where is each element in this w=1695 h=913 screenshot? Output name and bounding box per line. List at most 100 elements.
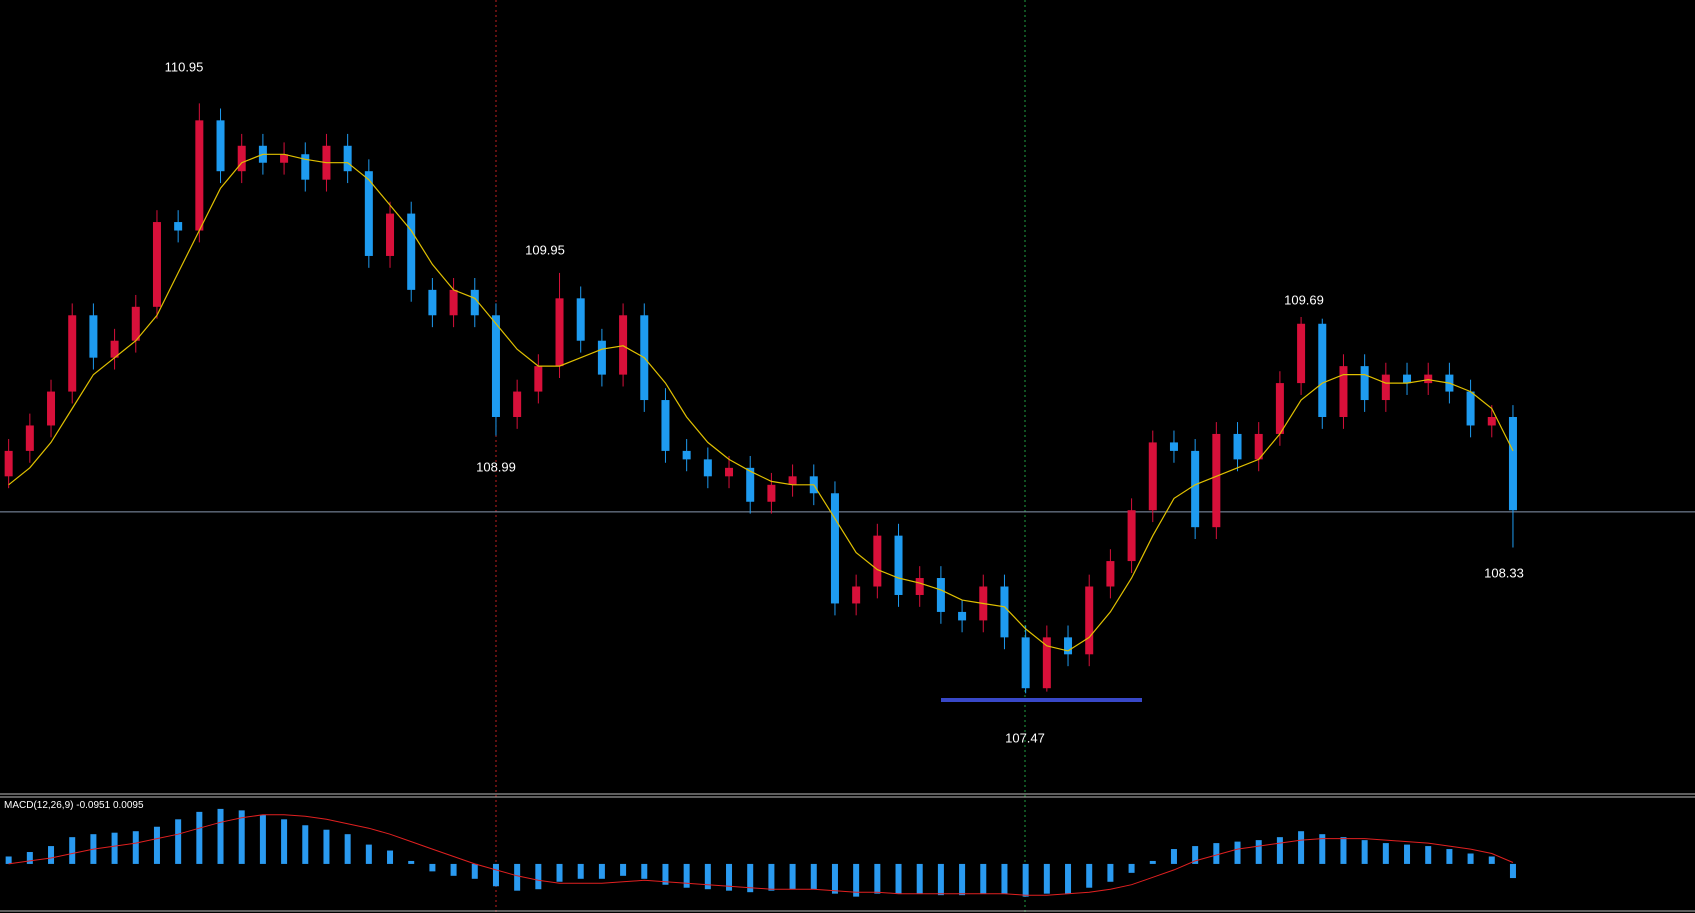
macd-bar	[1276, 837, 1283, 864]
macd-bar	[1425, 846, 1432, 864]
candle-body	[89, 315, 98, 358]
macd-bar	[1234, 841, 1241, 864]
candle-body	[1466, 391, 1475, 426]
macd-bar	[1446, 849, 1453, 864]
macd-bar	[1488, 856, 1495, 864]
macd-bar	[1086, 863, 1093, 888]
candle-body	[703, 459, 712, 477]
macd-bar	[810, 863, 817, 890]
macd-bar	[768, 863, 775, 891]
macd-bar	[535, 863, 542, 890]
macd-bar	[1404, 844, 1411, 864]
candle-body	[1106, 561, 1115, 587]
macd-bar	[831, 863, 838, 894]
candle-body	[1360, 366, 1369, 401]
macd-bar	[387, 850, 394, 864]
macd-bar	[1065, 863, 1072, 894]
macd-bar	[196, 811, 203, 864]
candle-body	[343, 145, 352, 172]
candle-body	[619, 315, 628, 375]
macd-bar	[1128, 863, 1135, 873]
macd-bar	[853, 863, 860, 897]
macd-bar	[514, 863, 521, 891]
candle-body	[1233, 433, 1242, 460]
candle-body	[555, 298, 564, 367]
macd-bar	[980, 863, 987, 894]
price-annotation: 109.69	[1284, 292, 1324, 307]
candle-body	[513, 391, 522, 417]
candle-body	[767, 484, 776, 502]
candle-body	[936, 578, 945, 612]
candle-body	[1424, 374, 1433, 384]
macd-bar	[704, 863, 711, 890]
macd-bar	[1001, 863, 1008, 894]
candle-body	[1127, 510, 1136, 562]
macd-bar	[1361, 840, 1368, 864]
candle-body	[4, 450, 13, 477]
candle-body	[597, 340, 606, 375]
macd-bar	[132, 831, 139, 864]
macd-bar	[429, 863, 436, 872]
macd-bar	[302, 825, 309, 864]
candle-body	[407, 213, 416, 290]
macd-label: MACD(12,26,9) -0.0951 0.0095	[4, 800, 144, 811]
macd-bar	[1319, 834, 1326, 864]
candle-body	[958, 611, 967, 621]
candle-body	[873, 535, 882, 587]
candle-body	[1021, 637, 1030, 689]
candle-body	[682, 450, 691, 460]
macd-bar	[1213, 843, 1220, 864]
macd-bar	[238, 810, 245, 864]
candle-body	[1339, 366, 1348, 417]
candle-body	[1085, 586, 1094, 655]
macd-bar	[1022, 863, 1029, 897]
macd-name: MACD(12,26,9)	[4, 800, 73, 811]
macd-bar	[1298, 831, 1305, 864]
candle-body	[1487, 416, 1496, 426]
macd-bar	[281, 819, 288, 864]
macd-bar	[408, 860, 415, 864]
candle-body	[894, 535, 903, 595]
candle-body	[746, 467, 755, 502]
candle-body	[68, 315, 77, 392]
macd-bar	[556, 863, 563, 882]
macd-bar	[1467, 853, 1474, 864]
price-annotation: 109.95	[525, 242, 565, 257]
candle-body	[301, 154, 310, 180]
macd-bar	[916, 863, 923, 894]
candle-body	[1318, 323, 1327, 417]
price-annotation: 110.95	[165, 59, 204, 74]
macd-bar	[598, 863, 605, 879]
candle-body	[915, 578, 924, 595]
macd-bar	[1170, 849, 1177, 864]
macd-bar	[323, 829, 330, 864]
macd-bar	[577, 863, 584, 879]
candle-body	[1212, 433, 1221, 528]
candle-body	[1000, 586, 1009, 638]
macd-bar	[1382, 843, 1389, 864]
macd-bar	[959, 863, 966, 896]
macd-bar	[1149, 860, 1156, 864]
macd-bar	[747, 863, 754, 893]
macd-bar	[937, 863, 944, 896]
candle-body	[174, 222, 183, 231]
candle-body	[364, 171, 373, 256]
macd-bar	[217, 808, 224, 864]
candle-body	[1403, 374, 1412, 384]
macd-bar	[69, 837, 76, 864]
candle-body	[1381, 374, 1390, 401]
macd-bar	[726, 863, 733, 891]
candle-body	[1191, 450, 1200, 528]
macd-bar	[620, 863, 627, 876]
candle-body	[1169, 442, 1178, 451]
candle-body	[237, 145, 246, 172]
moving-average	[8, 153, 1514, 652]
macd-bar	[1043, 863, 1050, 894]
macd-bar	[1509, 863, 1516, 879]
macd-bar	[26, 852, 33, 864]
candle-body	[449, 289, 458, 316]
plot-area	[0, 103, 1695, 897]
candle-body	[25, 425, 34, 451]
